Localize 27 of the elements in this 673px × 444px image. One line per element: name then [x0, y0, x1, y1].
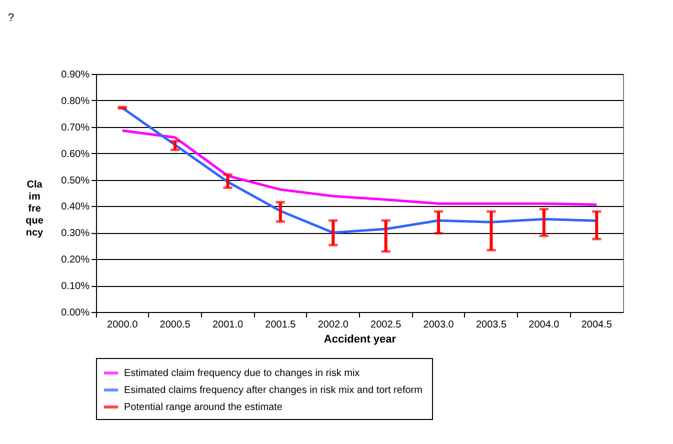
x-tick-label: 2003.0 [423, 320, 454, 330]
legend-label: Potential range around the estimate [124, 402, 283, 413]
x-tick-label: 2002.0 [318, 320, 349, 330]
x-tick-label: 2003.5 [476, 320, 507, 330]
y-axis-title: Claim frequency [26, 180, 44, 238]
line-series [121, 129, 598, 206]
x-tick-label: 2004.5 [581, 320, 612, 330]
x-tick-label: 2004.0 [528, 320, 560, 330]
y-tick-label: 0.90% [61, 70, 90, 80]
x-tick-label: 2001.0 [212, 320, 244, 330]
y-tick-label: 0.50% [61, 175, 90, 186]
y-tick-label: 0.40% [61, 202, 90, 213]
y-tick-label: 0.30% [61, 228, 90, 240]
legend-label: Estimated claim frequency due to changes in risk mix [124, 368, 360, 379]
x-tick-label: 2000.0 [107, 320, 138, 330]
y-tick-label: 0.70% [61, 122, 90, 134]
y-tick-label: 0.80% [61, 96, 90, 107]
y-tick-label: 0.60% [61, 148, 90, 160]
y-tick-label: 0.20% [61, 254, 90, 266]
y-tick-label: 0.00% [61, 308, 90, 318]
x-tick-label: 2000.5 [160, 320, 191, 330]
legend-label: Esimated claims frequency after changes in risk mix and tort reform [124, 385, 422, 396]
x-tick-label: 2002.5 [370, 320, 402, 330]
x-tick-label: 2001.5 [265, 320, 296, 330]
text: ? [8, 12, 14, 24]
y-tick-label: 0.10% [61, 281, 90, 292]
x-axis-title: Accident year [324, 334, 397, 346]
